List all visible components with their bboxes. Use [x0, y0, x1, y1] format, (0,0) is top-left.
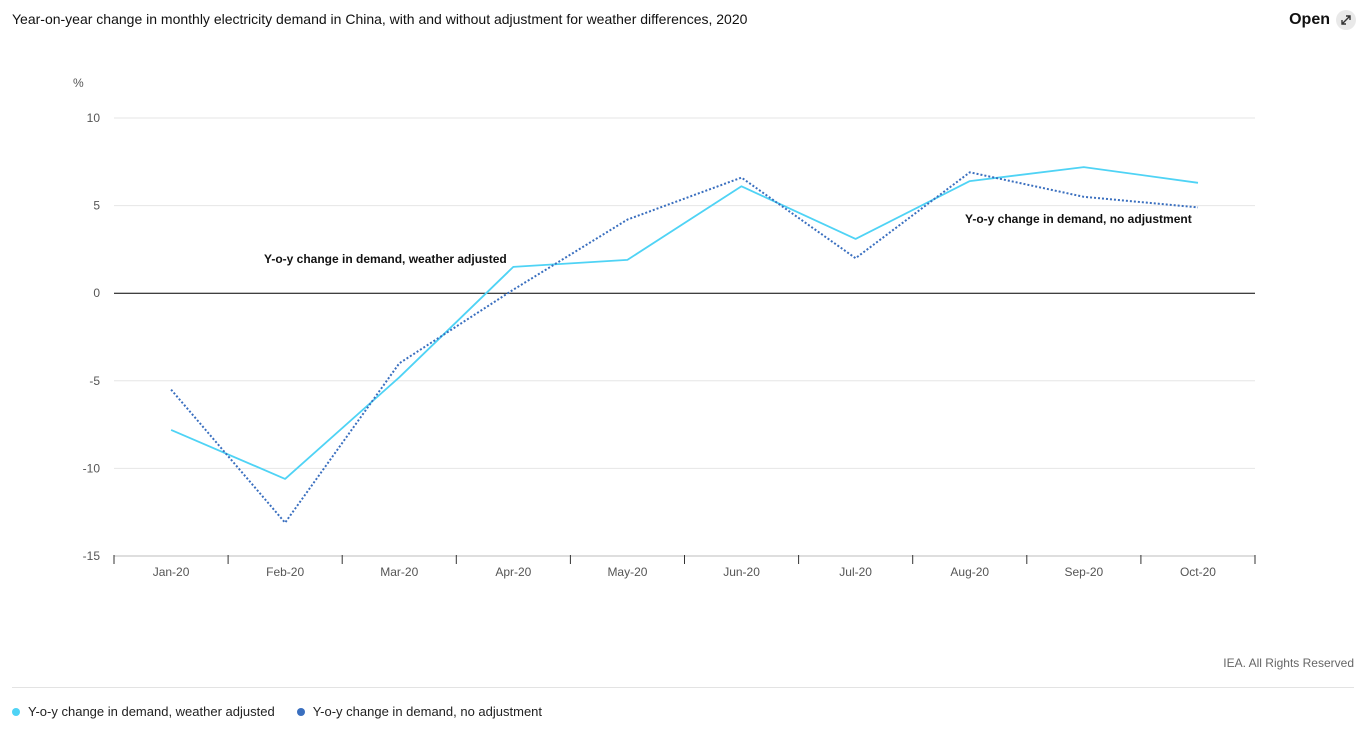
y-tick-label: 0: [93, 286, 100, 300]
y-axis-unit: %: [73, 76, 84, 90]
point-no-adjustment[interactable]: [1194, 203, 1202, 211]
line-chart: -15 -10 -5 0 5 10 % Jan-20 Feb-20 Mar-20 Apr-20 M…: [73, 76, 1256, 579]
point-no-adjustment[interactable]: [509, 286, 517, 294]
copyright-credit: IEA. All Rights Reserved: [1223, 656, 1354, 670]
x-tick-label: Jun-20: [723, 565, 760, 579]
open-button[interactable]: Open: [1289, 10, 1356, 30]
x-tick-label: Sep-20: [1064, 565, 1103, 579]
x-tick-label: Feb-20: [266, 565, 304, 579]
y-tick-label: 10: [87, 111, 101, 125]
legend-item-weather-adjusted[interactable]: Y-o-y change in demand, weather adjusted: [12, 704, 275, 719]
point-no-adjustment[interactable]: [623, 216, 631, 224]
chart-title: Year-on-year change in monthly electrici…: [12, 11, 748, 27]
point-weather-adjusted[interactable]: [1080, 163, 1088, 171]
point-weather-adjusted[interactable]: [395, 373, 403, 381]
point-weather-adjusted[interactable]: [738, 182, 746, 190]
annotation-weather-adjusted: Y-o-y change in demand, weather adjusted: [264, 252, 507, 266]
point-weather-adjusted[interactable]: [167, 426, 175, 434]
series-line-no-adjustment: [170, 171, 1199, 524]
point-no-adjustment[interactable]: [966, 168, 974, 176]
point-weather-adjusted[interactable]: [852, 235, 860, 243]
annotation-no-adjustment: Y-o-y change in demand, no adjustment: [965, 212, 1192, 226]
series-lines: [167, 163, 1202, 527]
point-weather-adjusted[interactable]: [281, 475, 289, 483]
point-weather-adjusted[interactable]: [966, 177, 974, 185]
x-tick-label: Apr-20: [495, 565, 531, 579]
series-line-weather-adjusted: [170, 166, 1199, 480]
point-weather-adjusted[interactable]: [509, 263, 517, 271]
y-tick-label: -10: [83, 461, 101, 475]
x-tick-label: May-20: [607, 565, 647, 579]
grid-lines: [114, 117, 1255, 469]
x-tick-label: Jul-20: [839, 565, 872, 579]
y-tick-label: -5: [89, 374, 100, 388]
point-no-adjustment[interactable]: [1080, 193, 1088, 201]
legend-label-no-adjustment: Y-o-y change in demand, no adjustment: [312, 704, 543, 719]
divider: [12, 687, 1354, 688]
x-axis: Jan-20 Feb-20 Mar-20 Apr-20 May-20 Jun-20 Jul-…: [113, 555, 1256, 579]
x-tick-label: Mar-20: [380, 565, 418, 579]
open-button-label: Open: [1289, 11, 1330, 28]
y-tick-label: -15: [83, 549, 101, 563]
x-tick-label: Oct-20: [1180, 565, 1216, 579]
point-no-adjustment[interactable]: [852, 254, 860, 262]
legend: Y-o-y change in demand, weather adjusted…: [12, 704, 542, 719]
point-weather-adjusted[interactable]: [1194, 179, 1202, 187]
legend-dot-weather-adjusted: [12, 707, 20, 716]
legend-item-no-adjustment[interactable]: Y-o-y change in demand, no adjustment: [296, 704, 543, 719]
point-no-adjustment[interactable]: [738, 174, 746, 182]
point-no-adjustment[interactable]: [281, 519, 289, 527]
point-no-adjustment[interactable]: [395, 359, 403, 367]
y-axis-ticks: -15 -10 -5 0 5 10: [83, 111, 101, 563]
x-tick-label: Jan-20: [153, 565, 190, 579]
point-weather-adjusted[interactable]: [623, 256, 631, 264]
legend-label-weather-adjusted: Y-o-y change in demand, weather adjusted: [28, 704, 275, 719]
y-tick-label: 5: [93, 199, 100, 213]
point-no-adjustment[interactable]: [167, 386, 175, 394]
x-tick-label: Aug-20: [950, 565, 989, 579]
legend-dot-no-adjustment: [296, 707, 305, 716]
expand-icon: [1336, 10, 1356, 30]
